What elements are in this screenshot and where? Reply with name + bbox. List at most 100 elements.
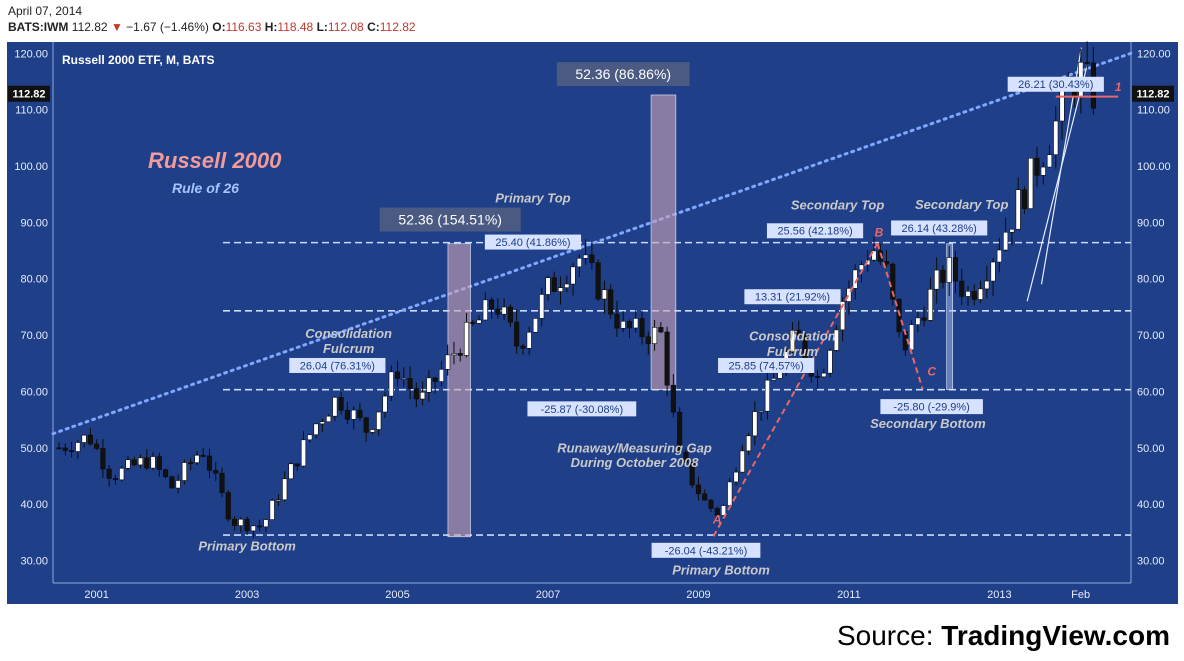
candle-body [438, 369, 444, 382]
candle-body [307, 434, 313, 441]
candle-body [206, 455, 213, 471]
chart-annotation: Primary Bottom [672, 563, 770, 578]
candle-body [814, 376, 821, 378]
candle-body [952, 257, 959, 282]
candle-body [626, 320, 633, 329]
y-tick-label-left: 70.00 [20, 330, 48, 342]
y-tick-label-left: 110.00 [15, 105, 48, 117]
candle-body [275, 499, 281, 502]
measurement-badge-bg [766, 223, 864, 239]
x-tick-label: 2003 [235, 589, 259, 601]
candle-body [570, 266, 576, 285]
x-tick-label: 2001 [84, 589, 108, 601]
candle-body [677, 411, 683, 453]
measurement-badge-text: 26.14 (43.28%) [902, 223, 977, 235]
candle-body [213, 470, 219, 474]
candle-body [846, 288, 852, 302]
candle-body [181, 462, 187, 481]
long-term-trendline [51, 51, 1133, 436]
y-tick-label-right: 100.00 [1137, 161, 1171, 173]
candle-body [81, 434, 87, 443]
candle-body [915, 317, 921, 325]
pattern-point-label: A [712, 512, 722, 526]
candle-body [451, 353, 457, 356]
chart-annotation: Runaway/Measuring Gap [557, 440, 712, 455]
candle-body [188, 462, 194, 465]
source-prefix: Source: [836, 620, 934, 651]
candle-body [670, 384, 676, 413]
y-tick-label-right: 110.00 [1137, 105, 1170, 117]
measurement-badge-text: -26.04 (-43.21%) [665, 545, 748, 557]
price-chart[interactable]: 30.00 30.00 40.00 40.00 50.00 50.00 60.00 60.00… [0, 40, 1184, 606]
measurement-badge-bg [891, 220, 988, 236]
high-value: 118.48 [277, 20, 314, 34]
candle-body [363, 417, 369, 433]
quote-bar: BATS:IWM 112.82 ▼ −1.67 (−1.46%) O:116.6… [8, 20, 416, 34]
last-price: 112.82 [71, 20, 108, 34]
chart-annotation: Fulcrum [767, 344, 819, 359]
candle-body [608, 289, 614, 315]
candle-body [764, 379, 770, 412]
price-marker-left-bg [8, 85, 50, 102]
candle-body [300, 439, 307, 467]
candle-body [777, 372, 783, 379]
candle-body [489, 299, 495, 310]
plot-background [7, 42, 1178, 604]
candle-body [984, 280, 990, 290]
chart-annotation: Secondary Bottom [870, 416, 986, 431]
candle-body [351, 409, 357, 420]
candle-body [739, 450, 745, 473]
candle-body [401, 377, 407, 380]
measured-range-box [447, 243, 471, 538]
candle-body [56, 447, 62, 450]
candle-body [840, 301, 846, 331]
candle-body [557, 287, 564, 292]
candle-body [369, 429, 376, 433]
candle-body [996, 249, 1002, 263]
measurement-badge-text: 25.56 (42.18%) [777, 226, 852, 238]
pattern-leg-bc [876, 242, 924, 390]
candle-body [319, 421, 325, 425]
candle-body [1003, 231, 1009, 251]
candle-body [1046, 154, 1053, 168]
candle-body [664, 331, 670, 386]
candle-body [890, 263, 896, 300]
y-tick-label-left: 120.00 [14, 48, 48, 60]
candle-body [545, 277, 551, 295]
candle-body [883, 261, 890, 265]
measurement-badge-text: 52.36 (154.51%) [398, 212, 502, 228]
candle-body [965, 290, 971, 297]
candle-body [357, 409, 363, 419]
y-tick-label-left: 60.00 [20, 386, 48, 398]
y-tick-label-left: 80.00 [20, 274, 48, 286]
candle-body [495, 308, 501, 315]
candle-body [476, 319, 482, 324]
candle-body [614, 313, 620, 329]
candle-body [501, 306, 507, 315]
channel-lower-line [1026, 64, 1088, 302]
measurement-badge-bg [289, 357, 386, 373]
measurement-badge-text: 25.85 (74.57%) [729, 360, 804, 372]
measurement-badge-bg [1007, 76, 1104, 92]
candle-body [507, 306, 513, 323]
candle-body [1084, 61, 1090, 64]
x-tick-label: Feb [1071, 589, 1090, 601]
close-value: 112.82 [379, 20, 416, 34]
candle-body [514, 321, 520, 347]
candle-body [94, 443, 100, 449]
measurement-badge-bg [651, 542, 761, 558]
x-tick-label: 2009 [686, 589, 710, 601]
low-value: 112.08 [327, 20, 364, 34]
candle-body [940, 269, 946, 283]
candle-body [683, 451, 689, 463]
candle-body [238, 518, 244, 526]
candle-body [714, 508, 720, 516]
candle-body [388, 371, 394, 397]
candle-body [463, 321, 470, 356]
candle-body [921, 317, 927, 321]
candle-body [708, 499, 714, 509]
candle-body [526, 331, 532, 349]
candle-body [169, 476, 175, 489]
measurement-badge-bg [556, 62, 690, 87]
chart-annotation: Secondary Top [915, 197, 1008, 212]
